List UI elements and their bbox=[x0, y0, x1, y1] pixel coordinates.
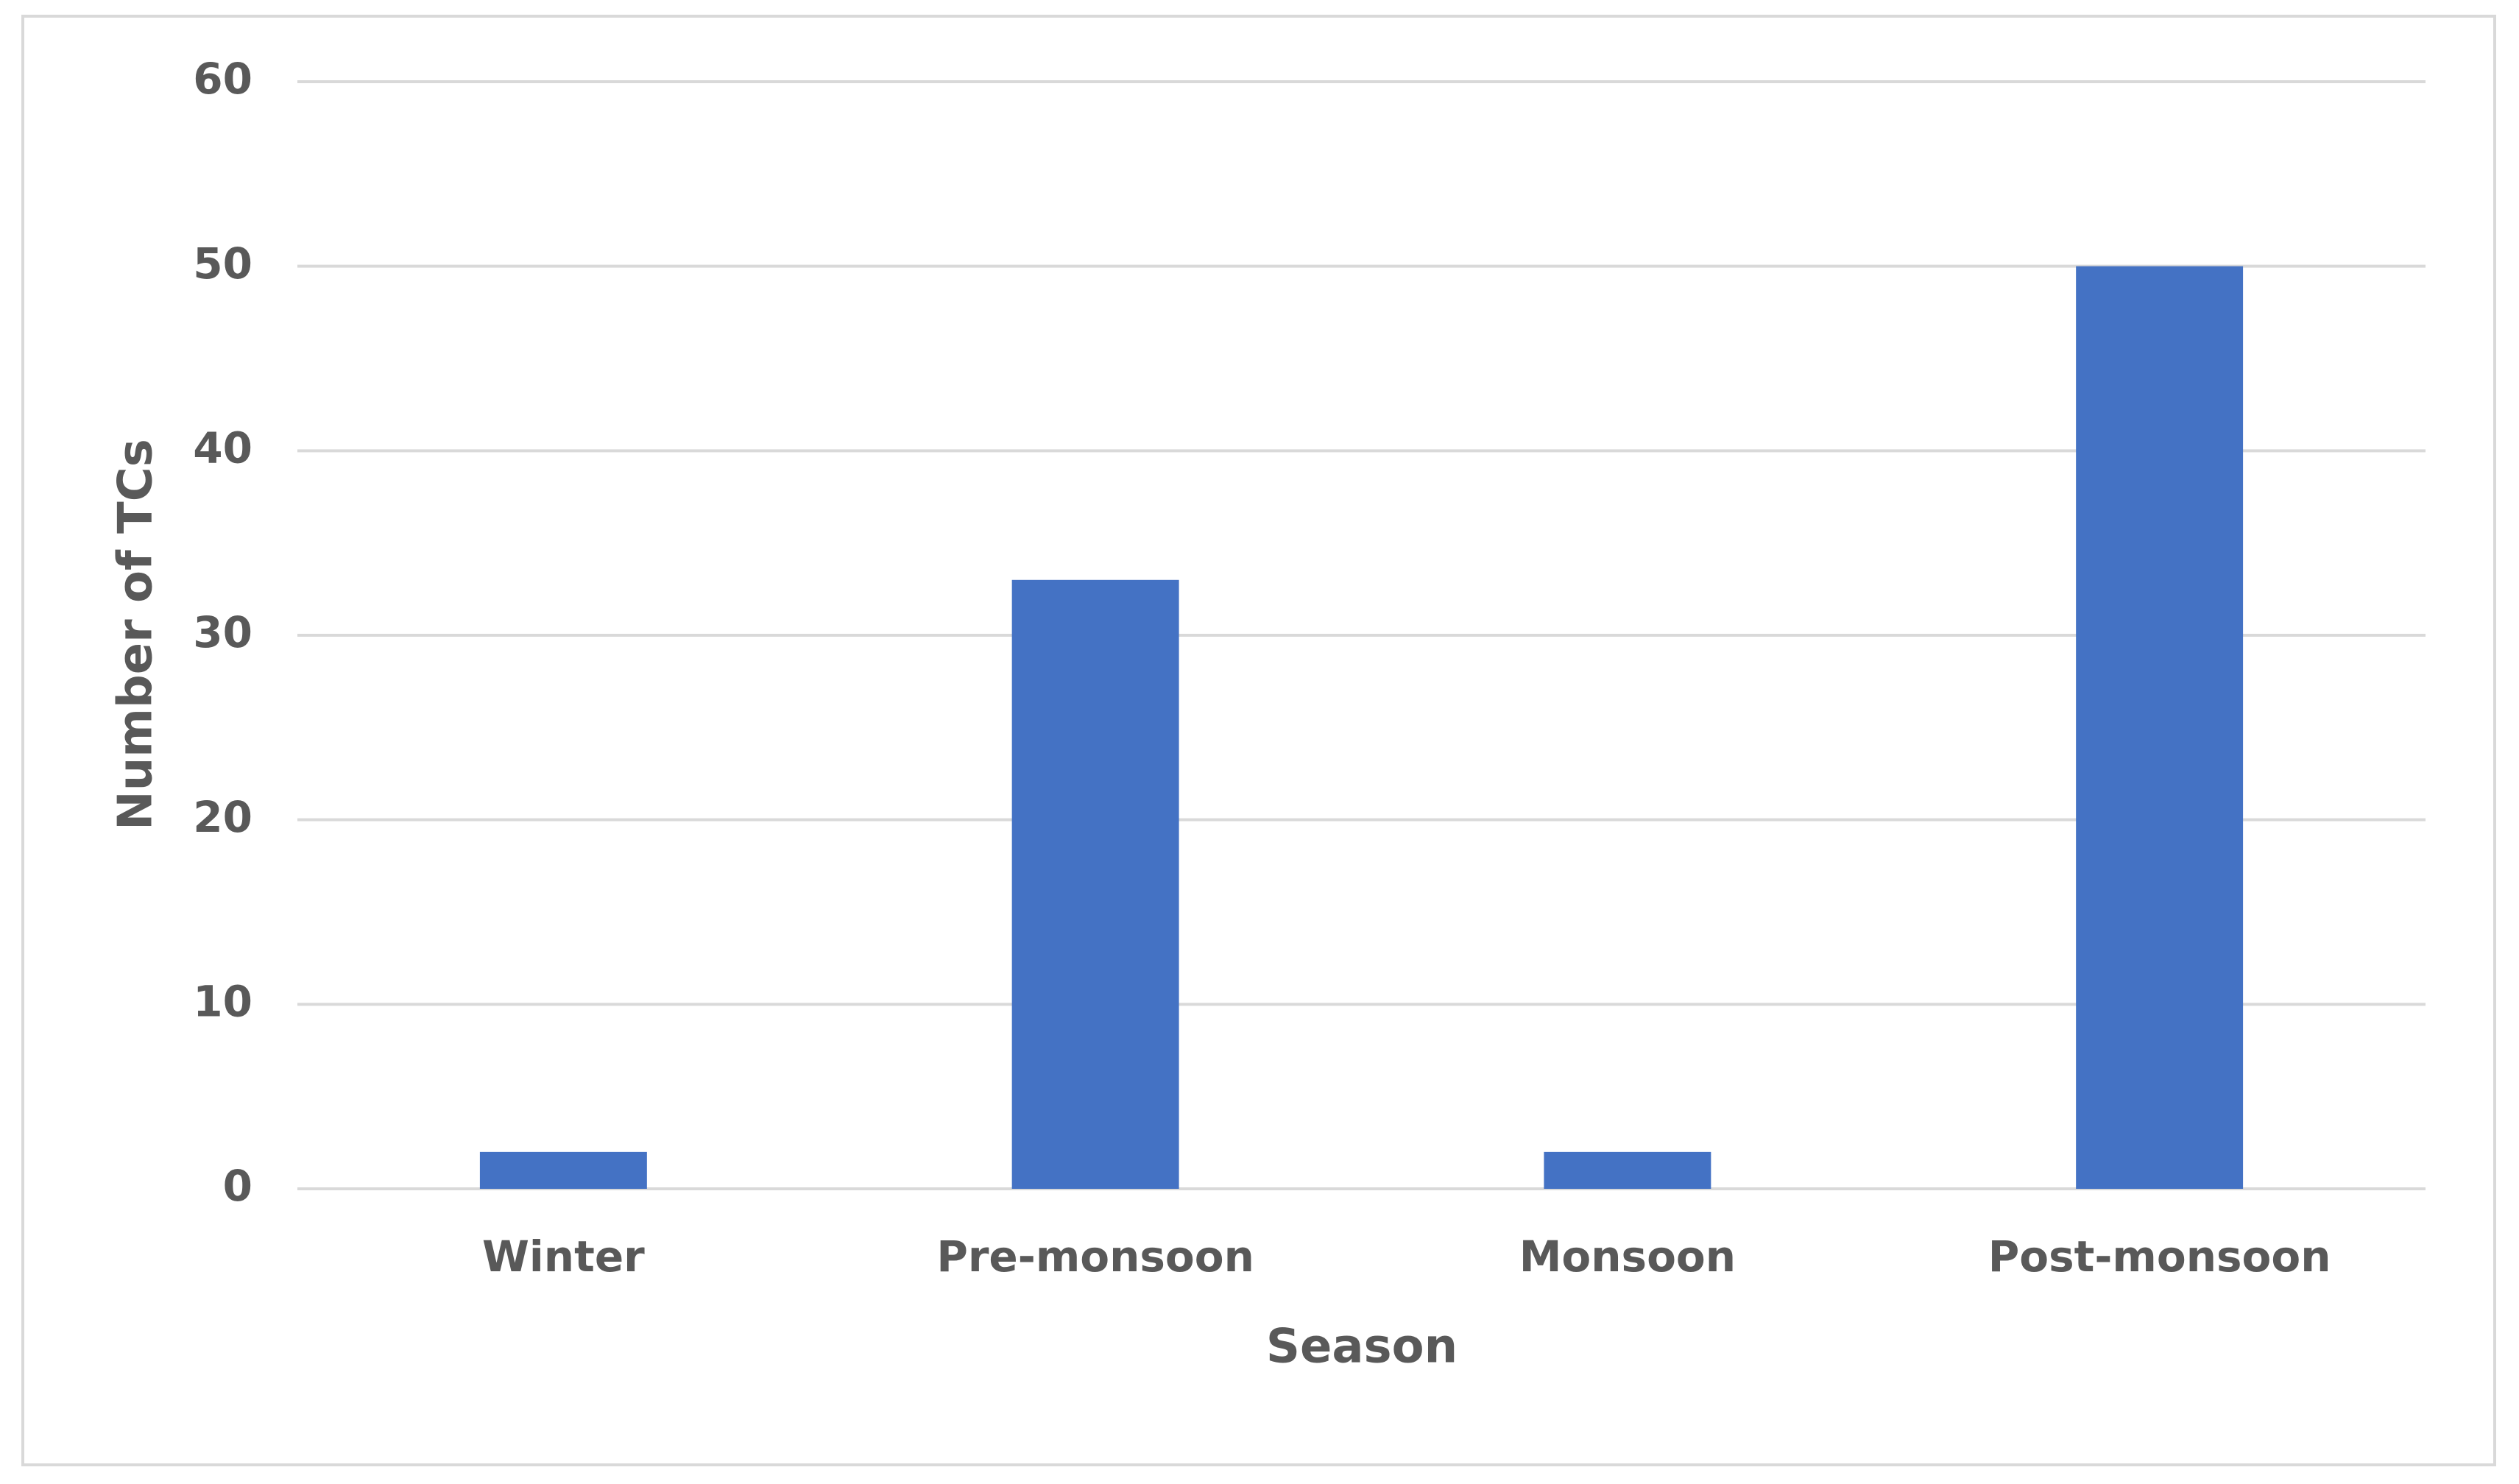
x-tick-label: Monsoon bbox=[1519, 1232, 1736, 1282]
y-tick-label: 40 bbox=[193, 423, 252, 473]
y-tick-label: 20 bbox=[193, 792, 252, 842]
y-axis-title: Number of TCs bbox=[109, 439, 163, 830]
x-tick-label: Winter bbox=[482, 1232, 645, 1282]
y-tick-label: 60 bbox=[193, 54, 252, 104]
x-tick-label: Pre-monsoon bbox=[936, 1232, 1254, 1282]
bar bbox=[1011, 579, 1179, 1189]
x-axis-title: Season bbox=[1266, 1320, 1458, 1374]
bar bbox=[479, 1151, 647, 1189]
y-tick-label: 30 bbox=[193, 607, 252, 657]
bar bbox=[2076, 266, 2244, 1190]
x-tick-label: Post-monsoon bbox=[1988, 1232, 2331, 1282]
y-tick-label: 10 bbox=[193, 976, 252, 1026]
y-tick-label: 50 bbox=[193, 239, 252, 289]
bar bbox=[1544, 1151, 1711, 1189]
y-tick-label: 0 bbox=[223, 1161, 252, 1211]
